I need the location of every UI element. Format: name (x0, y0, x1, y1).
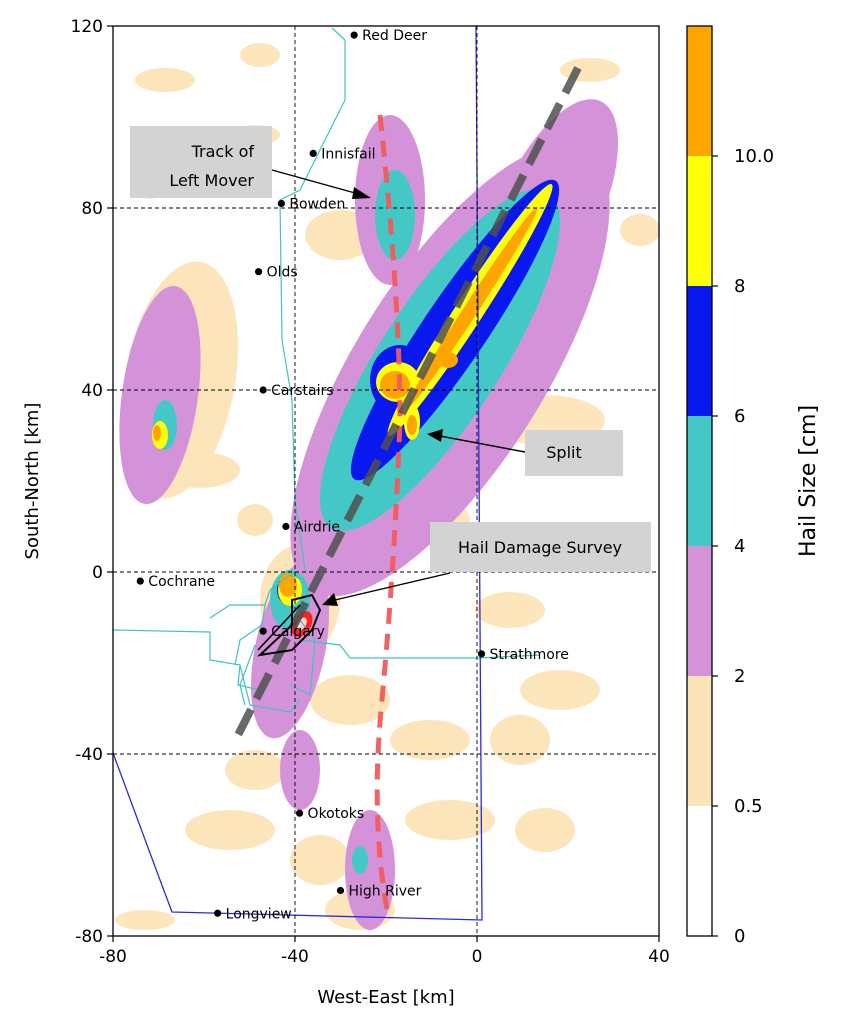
city-bowden: Bowden (277, 196, 345, 212)
plot-frame (112, 25, 660, 937)
colorbar-segment (687, 286, 712, 416)
annotation-split: Split (427, 429, 623, 476)
city-label: Calgary (271, 624, 325, 640)
city-dot-icon (309, 149, 317, 157)
colorbar-frame (686, 25, 713, 937)
colorbar-label: Hail Size [cm] (796, 405, 821, 557)
city-label: Strathmore (490, 647, 569, 663)
y-axis-ticks: 120 80 40 0 -40 -80 (71, 17, 113, 947)
city-dot-icon (336, 886, 345, 895)
city-dot-icon (214, 909, 222, 917)
city-dot-icon (136, 577, 144, 585)
city-label: Innisfail (321, 146, 375, 162)
colorbar-tick-label: 4 (734, 536, 745, 557)
city-airdrie: Airdrie (282, 520, 340, 536)
y-tick-label: 40 (81, 381, 103, 401)
annotation-survey: Hail Damage Survey (322, 522, 651, 606)
city-layer: Red Deer Innisfail Bowden Olds Carstairs Aird… (136, 28, 569, 922)
main-storm-track (234, 66, 582, 737)
annotation-survey-label: Hail Damage Survey (458, 538, 622, 557)
city-red-deer: Red Deer (350, 28, 427, 44)
arrow-head-icon (322, 593, 338, 606)
county-border (112, 25, 483, 921)
city-label: Airdrie (294, 520, 340, 536)
city-label: Longview (226, 906, 292, 922)
hail-damage-survey-outline (256, 593, 322, 657)
colorbar-tick-label: 6 (734, 406, 745, 427)
colorbar-tick-label: 10.0 (734, 146, 774, 167)
city-strathmore: Strathmore (477, 647, 569, 663)
city-dot-icon (350, 31, 358, 39)
city-dot-icon (477, 650, 486, 658)
city-innisfail: Innisfail (309, 146, 376, 162)
annotation-left-mover-line1: Track of (191, 142, 255, 161)
annotation-left-mover-line2: Left Mover (169, 171, 254, 190)
city-dot-icon (282, 522, 290, 531)
arrow-head-icon (352, 187, 371, 199)
colorbar-segment (687, 416, 712, 546)
city-calgary: Calgary (259, 624, 325, 640)
x-tick-label: 40 (648, 947, 670, 967)
city-longview: Longview (214, 906, 292, 922)
colorbar-segment (687, 156, 712, 286)
colorbar-segment (687, 26, 712, 156)
colorbar-tick-label: 0.5 (734, 796, 763, 817)
city-label: Cochrane (148, 574, 215, 590)
city-label: Red Deer (362, 28, 427, 44)
y-tick-label: -40 (75, 745, 103, 765)
annotation-split-label: Split (546, 443, 581, 462)
city-okotoks: Okotoks (295, 806, 365, 822)
road-lines (112, 27, 541, 713)
city-dot-icon (259, 627, 267, 635)
city-dot-icon (295, 809, 304, 817)
colorbar-tick-label: 2 (734, 666, 745, 687)
colorbar-segment (687, 806, 712, 936)
city-dot-icon (255, 268, 263, 276)
x-tick-label: -80 (99, 947, 127, 967)
city-dot-icon (277, 199, 285, 208)
x-axis-label: West-East [km] (317, 987, 454, 1008)
city-carstairs: Carstairs (259, 383, 334, 399)
y-tick-label: 0 (92, 563, 103, 583)
y-tick-label: 120 (71, 17, 103, 37)
left-mover-track (374, 114, 403, 916)
hail-size-colorbar: 0 0.5 2 4 6 8 10.0 (686, 25, 774, 947)
city-label: Okotoks (308, 806, 365, 822)
city-dot-icon (259, 386, 267, 394)
colorbar-segment (687, 546, 712, 676)
y-axis-label: South-North [km] (22, 403, 43, 560)
x-tick-label: 0 (472, 947, 483, 967)
y-tick-label: 80 (81, 199, 103, 219)
city-label: Olds (267, 265, 298, 281)
colorbar-tick-label: 0 (734, 926, 745, 947)
city-olds: Olds (255, 265, 298, 281)
city-label: Bowden (289, 196, 345, 212)
annotation-left-mover: Track of Left Mover (130, 126, 371, 199)
colorbar-tick-label: 8 (734, 276, 745, 297)
city-high-river: High River (336, 884, 422, 900)
y-tick-label: -80 (75, 927, 103, 947)
x-tick-label: -40 (281, 947, 309, 967)
city-label: Carstairs (271, 383, 333, 399)
colorbar-segment (687, 676, 712, 806)
city-label: High River (349, 884, 422, 900)
x-axis-ticks: -80 -40 0 40 (99, 936, 670, 967)
city-cochrane: Cochrane (136, 574, 215, 590)
arrow-head-icon (427, 429, 443, 442)
